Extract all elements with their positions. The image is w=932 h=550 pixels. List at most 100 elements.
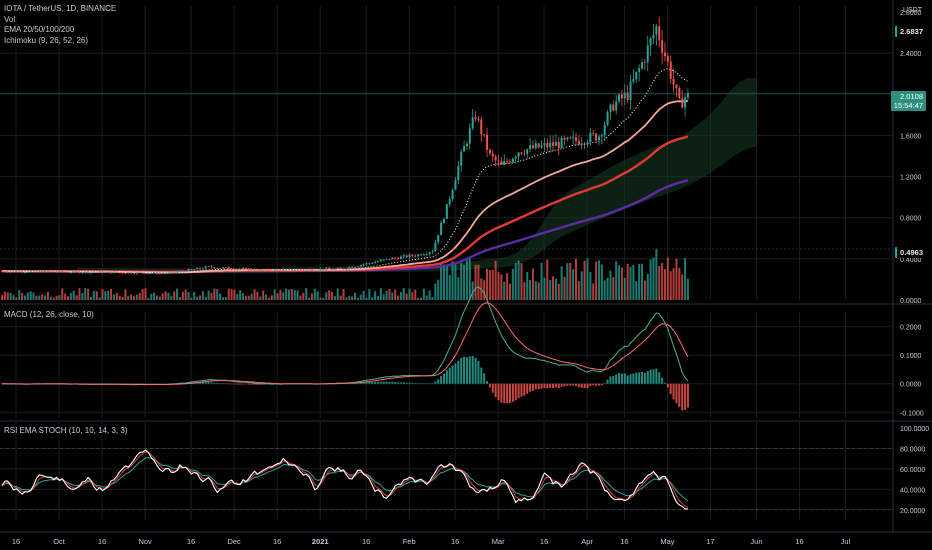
current-price: 2.0108	[900, 92, 923, 101]
candle-body	[517, 152, 520, 157]
candle	[224, 267, 227, 269]
candle-body	[107, 271, 110, 273]
candle-body	[681, 98, 684, 108]
volume-bar	[629, 266, 632, 300]
macd-hist-bar	[471, 355, 474, 384]
candle-body	[213, 267, 216, 269]
volume-bar	[471, 281, 474, 300]
volume-bar	[649, 259, 652, 300]
candle	[144, 273, 147, 274]
candle	[388, 258, 391, 261]
volume-bar	[87, 288, 90, 300]
candle-body	[655, 26, 658, 35]
volume-bar	[21, 293, 24, 300]
time-tick-label: 16	[362, 537, 370, 546]
candle	[199, 267, 202, 270]
candle	[379, 258, 382, 262]
volume-bar	[84, 288, 87, 300]
candle	[531, 140, 534, 150]
time-tick-label: Feb	[403, 537, 416, 546]
macd-hist-bar	[201, 382, 204, 384]
candle-body	[620, 94, 623, 99]
candle-body	[331, 269, 334, 270]
volume-bar	[431, 296, 434, 300]
volume-bar	[595, 261, 598, 300]
volume-bar	[35, 295, 38, 300]
macd-legend[interactable]: MACD (12, 26, close, 10)	[4, 310, 94, 319]
volume-bar	[526, 271, 529, 300]
volume-bar	[537, 282, 540, 300]
candle-body	[534, 143, 537, 149]
candle	[253, 268, 256, 271]
volume-bar	[259, 296, 262, 300]
volume-bar	[285, 288, 288, 300]
candle-body	[153, 272, 156, 274]
volume-bar	[150, 293, 153, 300]
candle-body	[431, 251, 434, 253]
candle-body	[247, 268, 250, 271]
candle	[46, 270, 49, 273]
ema-legend[interactable]: EMA 20/50/100/200	[4, 25, 75, 34]
candle-body	[537, 143, 540, 148]
volume-bar	[110, 288, 113, 300]
macd-hist-bar	[686, 383, 689, 408]
macd-hist-bar	[437, 379, 440, 384]
volume-bar	[655, 249, 658, 300]
candle	[448, 196, 451, 208]
macd-hist-bar	[391, 381, 394, 384]
candle-body	[675, 84, 678, 89]
volume-bar	[101, 289, 104, 300]
candle-body	[618, 94, 621, 102]
candle-body	[207, 266, 210, 268]
volume-bar	[302, 292, 305, 300]
volume-bar	[368, 289, 371, 300]
rsi-legend[interactable]: RSI EMA STOCH (10, 10, 14, 3, 3)	[4, 426, 128, 435]
candle-body	[471, 117, 474, 129]
candle	[115, 271, 118, 273]
candle-body	[354, 266, 357, 268]
candle-body	[78, 271, 81, 273]
time-tick-label: 16	[273, 537, 281, 546]
candle-body	[388, 258, 391, 260]
symbol-title[interactable]: IOTA / TetherUS, 1D, BINANCE	[4, 4, 117, 13]
candle	[233, 268, 236, 271]
candle-body	[649, 38, 652, 46]
volume-bar	[26, 292, 29, 300]
volume-bar	[672, 268, 675, 300]
candle	[153, 271, 156, 274]
candle	[276, 268, 279, 271]
price-axis: 2.8000 2.4000 1.6000 1.2000 0.8000 0.4000 0.00…	[900, 10, 929, 515]
ichimoku-legend[interactable]: Ichimoku (9, 26, 52, 26)	[4, 35, 89, 45]
volume-bar	[58, 295, 61, 300]
candle-body	[511, 158, 514, 163]
volume-bar	[465, 260, 468, 300]
candle-body	[290, 268, 293, 271]
macd-hist-bar	[224, 383, 227, 384]
macd-hist-bar	[219, 383, 222, 384]
volume-bar	[336, 288, 339, 300]
candle-body	[497, 160, 500, 162]
macd-hist-bar	[609, 376, 612, 384]
candle-body	[368, 263, 371, 264]
volume-bar	[95, 291, 98, 300]
candle-body	[589, 132, 592, 143]
candle	[316, 269, 319, 272]
macd-hist-bar	[549, 383, 552, 388]
candle-body	[468, 128, 471, 144]
candle	[362, 263, 365, 267]
candle-body	[176, 271, 179, 273]
ichimoku-cloud	[76, 77, 757, 274]
volume-bar	[503, 281, 506, 300]
candle	[586, 139, 589, 148]
candle-body	[224, 267, 227, 269]
candle	[213, 267, 216, 270]
macd-hist-bar	[153, 383, 156, 385]
candle	[684, 94, 687, 117]
volume-bar	[296, 290, 299, 300]
vol-legend[interactable]: Vol	[4, 14, 16, 24]
macd-hist-bar	[543, 383, 546, 389]
candle-body	[448, 199, 451, 205]
candle-body	[81, 272, 84, 274]
price-tick-label: 1.6000	[900, 133, 922, 140]
